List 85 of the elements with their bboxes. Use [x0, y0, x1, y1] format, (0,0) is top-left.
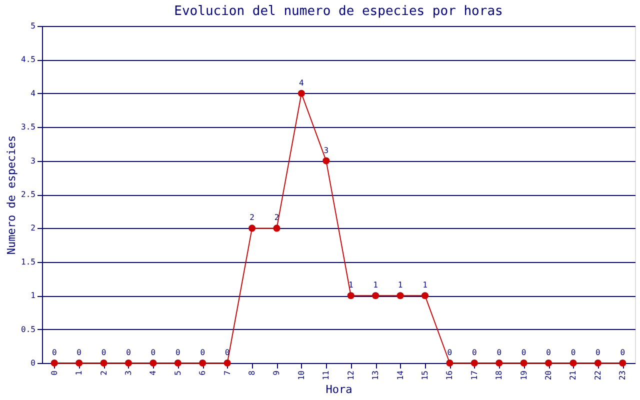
point	[100, 359, 108, 367]
y-tick-label: 2	[30, 224, 36, 233]
x-tick-label: 16	[445, 370, 454, 380]
x-tick-label: 11	[322, 370, 331, 380]
point	[273, 224, 280, 232]
point	[199, 359, 206, 367]
point	[470, 359, 478, 367]
x-tick-label: 4	[148, 370, 158, 376]
data-label: 0	[546, 348, 552, 357]
x-tick-label: 10	[296, 370, 306, 380]
x-tick-label: 15	[420, 370, 430, 380]
data-label: 0	[175, 348, 180, 357]
x-tick-label: 23	[618, 370, 628, 380]
data-label: 0	[570, 348, 576, 357]
y-tick-label: 0	[30, 358, 36, 368]
x-tick-label: 13	[371, 370, 380, 380]
data-label: 0	[52, 348, 57, 357]
point	[446, 359, 454, 367]
x-tick-label: 17	[470, 370, 479, 380]
data-label: 4	[299, 78, 304, 88]
x-tick-label: 2	[99, 370, 108, 376]
point	[224, 359, 231, 367]
point	[520, 359, 528, 367]
point	[124, 359, 132, 367]
x-tick-label: 18	[494, 370, 504, 380]
point	[619, 359, 626, 367]
x-tick-label: 19	[519, 370, 528, 380]
y-tick-label: 2.5	[21, 190, 36, 199]
data-label: 0	[521, 348, 526, 357]
data-label: 0	[472, 348, 477, 357]
data-label: 1	[348, 280, 354, 290]
point	[347, 292, 354, 300]
point	[150, 359, 157, 367]
data-label: 0	[150, 348, 156, 357]
x-tick-label: 6	[198, 370, 208, 376]
y-tick-label: 4.5	[21, 55, 36, 64]
point	[50, 359, 58, 367]
data-label: 0	[447, 348, 452, 357]
data-label: 2	[274, 213, 280, 222]
point	[76, 359, 83, 367]
data-label: 3	[324, 146, 329, 155]
point	[174, 359, 182, 367]
x-tick-label: 7	[222, 370, 232, 376]
x-tick-label: 20	[544, 370, 554, 380]
data-label: 1	[373, 280, 378, 290]
y-tick-label: 0.5	[21, 324, 36, 334]
x-axis-title: Hora	[326, 383, 352, 396]
point	[372, 292, 380, 300]
point	[248, 224, 256, 232]
y-axis-title: Numero de especies	[5, 135, 18, 255]
data-label: 0	[76, 348, 82, 357]
point	[570, 359, 577, 367]
point	[544, 359, 552, 367]
point	[396, 292, 404, 300]
y-tick-label: 1	[30, 291, 36, 300]
y-tick-label: 1.5	[21, 257, 36, 266]
point	[298, 90, 305, 97]
point	[496, 359, 503, 367]
point	[594, 359, 602, 367]
x-tick-label: 8	[248, 370, 257, 376]
data-label: 1	[422, 280, 428, 290]
y-tick-label: 4	[30, 88, 36, 98]
data-label: 0	[126, 348, 132, 357]
chart-title: Evolucion del numero de especies por horas	[174, 4, 503, 19]
y-tick-label: 3.5	[21, 122, 36, 132]
x-tick-label: 3	[124, 370, 133, 376]
data-label: 2	[250, 213, 255, 222]
data-label: 0	[200, 348, 206, 357]
x-tick-label: 9	[272, 370, 282, 376]
point	[421, 292, 429, 300]
y-tick-label: 5	[30, 22, 36, 30]
y-tick-label: 3	[30, 156, 36, 166]
x-tick-label: 0	[50, 370, 59, 376]
x-tick-label: 12	[346, 370, 356, 380]
x-tick-label: 1	[74, 370, 84, 376]
point	[322, 157, 330, 164]
data-label: 0	[101, 348, 106, 357]
data-label: 1	[398, 280, 403, 290]
data-label: 0	[496, 348, 502, 357]
data-label: 0	[596, 348, 601, 357]
x-tick-label: 22	[593, 370, 602, 380]
x-tick-label: 5	[173, 370, 182, 376]
data-label: 0	[620, 348, 626, 357]
x-tick-label: 14	[396, 370, 405, 380]
x-tick-label: 21	[568, 370, 578, 380]
